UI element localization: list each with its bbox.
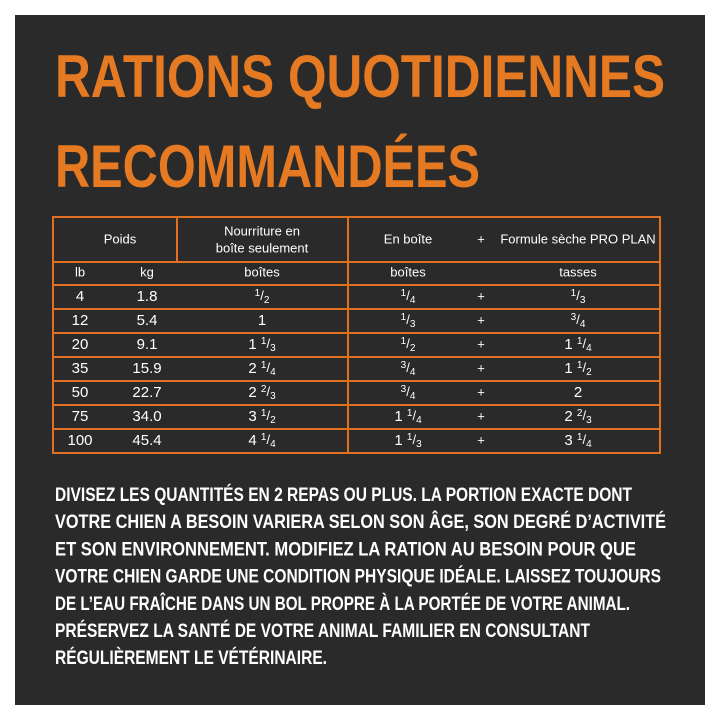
cell: 34.0 (132, 408, 161, 425)
cell: 2 2/3 (564, 408, 592, 426)
note-line: DE L’EAU FRAÎCHE DANS UN BOL PROPRE À LA… (55, 593, 630, 615)
subheader-cell: lb (75, 264, 85, 279)
cell: 3 1/4 (564, 432, 592, 450)
cell: 1.8 (137, 288, 158, 305)
cell: 15.9 (132, 360, 161, 377)
cell: 1 (258, 312, 266, 329)
cell: 75 (72, 408, 89, 425)
cell: 45.4 (132, 432, 161, 449)
cell: 2 1/4 (248, 360, 276, 378)
cell: 2 2/3 (248, 384, 276, 402)
cell: 1 1/4 (394, 408, 422, 426)
header-cell: Nourriture en (224, 223, 300, 238)
note-line: RÉGULIÈREMENT LE VÉTÉRINAIRE. (55, 647, 327, 669)
cell: 20 (72, 336, 89, 353)
cell: 1 1/4 (564, 336, 592, 354)
note-line: PRÉSERVEZ LA SANTÉ DE VOTRE ANIMAL FAMIL… (55, 620, 590, 642)
cell: 1 1/2 (564, 360, 592, 378)
subheader-cell: boîtes (390, 264, 426, 279)
note-line: DIVISEZ LES QUANTITÉS EN 2 REPAS OU PLUS… (55, 484, 632, 506)
header-cell: En boîte (384, 231, 432, 246)
cell: 1/2 (255, 288, 270, 306)
cell: + (477, 408, 485, 423)
title-line: RECOMMANDÉES (55, 133, 480, 200)
header-cell: Poids (104, 231, 137, 246)
note-line: VOTRE CHIEN GARDE UNE CONDITION PHYSIQUE… (55, 566, 661, 588)
subheader-cell: kg (140, 264, 154, 279)
cell: 4 (76, 288, 84, 305)
cell: 3 1/2 (248, 408, 276, 426)
cell: 3/4 (571, 312, 586, 330)
background (15, 15, 705, 705)
cell: 1 1/3 (248, 336, 276, 354)
cell: 35 (72, 360, 89, 377)
cell: 9.1 (137, 336, 158, 353)
cell: 1/4 (401, 288, 416, 306)
header-cell: Formule sèche PRO PLAN (500, 231, 655, 246)
cell: 3/4 (401, 360, 416, 378)
note-line: VOTRE CHIEN A BESOIN VARIERA SELON SON Â… (55, 511, 666, 533)
cell: 100 (67, 432, 92, 449)
cell: 22.7 (132, 384, 161, 401)
cell: 50 (72, 384, 89, 401)
cell: 12 (72, 312, 89, 329)
cell: + (477, 288, 485, 303)
title-line: RATIONS QUOTIDIENNES (55, 43, 665, 110)
table-frame (52, 216, 661, 454)
header-cell: + (477, 231, 485, 246)
cell: + (477, 312, 485, 327)
cell: 2 (574, 384, 582, 401)
cell: + (477, 336, 485, 351)
cell: + (477, 360, 485, 375)
cell: + (477, 432, 485, 447)
note-line: ET SON ENVIRONNEMENT. MODIFIEZ LA RATION… (55, 539, 636, 560)
subheader-cell: boîtes (244, 264, 280, 279)
cell: 3/4 (401, 384, 416, 402)
header-cell: boîte seulement (216, 240, 309, 255)
cell: 5.4 (137, 312, 158, 329)
cell: 1/3 (401, 312, 416, 330)
subheader-cell: tasses (559, 264, 597, 279)
cell: 4 1/4 (248, 432, 276, 450)
cell: 1 1/3 (394, 432, 422, 450)
cell: 1/2 (401, 336, 416, 354)
cell: 1/3 (571, 288, 586, 306)
cell: + (477, 384, 485, 399)
